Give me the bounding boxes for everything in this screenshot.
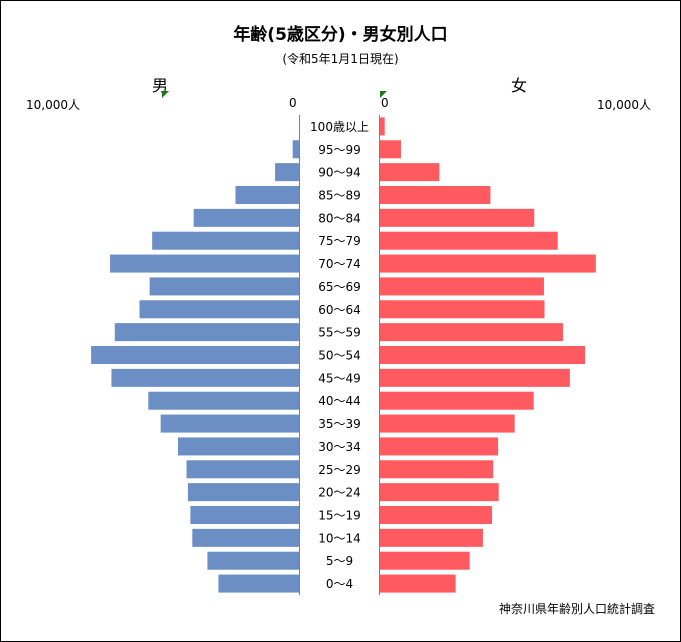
male-bar xyxy=(148,391,299,410)
male-bar xyxy=(187,483,299,502)
age-group-label: 25〜29 xyxy=(318,463,361,477)
male-bar xyxy=(149,277,299,296)
age-group-label: 0〜4 xyxy=(326,577,353,591)
female-bar xyxy=(380,506,493,524)
male-bar xyxy=(218,574,299,593)
male-bar xyxy=(152,231,299,250)
chart-subtitle: (令和5年1月1日現在) xyxy=(282,52,399,66)
age-group-label: 75〜79 xyxy=(318,234,361,248)
female-bar xyxy=(380,414,515,433)
age-group-label: 15〜19 xyxy=(318,509,361,523)
age-group-label: 55〜59 xyxy=(318,326,361,340)
female-bar xyxy=(380,140,401,159)
female-bar xyxy=(380,551,470,570)
age-group-label: 100歳以上 xyxy=(310,120,369,134)
female-bar xyxy=(380,186,491,204)
age-group-label: 65〜69 xyxy=(318,280,361,294)
age-group-label: 40〜44 xyxy=(318,394,361,408)
male-marker-icon xyxy=(162,91,169,98)
female-bar xyxy=(380,391,534,410)
age-group-label: 80〜84 xyxy=(318,211,361,225)
female-bar xyxy=(380,574,456,593)
male-axis-zero-label: 0 xyxy=(289,96,297,110)
age-group-label: 60〜64 xyxy=(318,303,361,317)
age-group-label: 50〜54 xyxy=(318,349,361,363)
female-bar xyxy=(380,483,499,502)
female-bar xyxy=(380,437,499,456)
age-group-label: 90〜94 xyxy=(318,166,361,180)
male-axis-max-label: 10,000人 xyxy=(26,98,80,112)
age-group-label: 85〜89 xyxy=(318,189,361,203)
age-group-label: 30〜34 xyxy=(318,440,361,454)
age-group-label: 45〜49 xyxy=(318,371,361,385)
female-bar xyxy=(380,368,570,387)
age-group-label: 35〜39 xyxy=(318,417,361,431)
age-group-label: 20〜24 xyxy=(318,486,361,500)
male-bar xyxy=(160,414,299,433)
age-group-label: 10〜14 xyxy=(318,531,361,545)
female-bar xyxy=(380,231,558,250)
male-bar xyxy=(111,368,299,387)
female-bar xyxy=(380,117,385,136)
female-axis-zero-label: 0 xyxy=(381,96,389,110)
male-bar xyxy=(207,551,299,570)
male-bar xyxy=(110,254,299,273)
female-bar xyxy=(380,346,586,364)
age-group-label: 95〜99 xyxy=(318,143,361,157)
female-axis-max-label: 10,000人 xyxy=(597,98,651,112)
male-label: 男 xyxy=(152,76,169,95)
female-bar xyxy=(380,208,535,227)
female-marker-icon xyxy=(380,91,387,98)
female-bar xyxy=(380,528,483,547)
male-bar xyxy=(139,300,299,319)
female-bar xyxy=(380,254,596,273)
male-bar xyxy=(235,186,299,204)
female-label: 女 xyxy=(511,76,528,95)
male-bar xyxy=(91,346,299,364)
female-bar xyxy=(380,300,545,319)
female-bar xyxy=(380,163,440,182)
male-bar xyxy=(178,437,299,456)
male-bar xyxy=(292,140,299,159)
male-bar xyxy=(186,460,299,479)
female-bar xyxy=(380,323,563,342)
age-group-label: 70〜74 xyxy=(318,257,361,271)
female-bar xyxy=(380,277,544,296)
male-bar xyxy=(114,323,299,342)
male-bar xyxy=(275,163,299,182)
male-bar xyxy=(193,208,299,227)
male-bar xyxy=(192,528,299,547)
female-bar xyxy=(380,460,494,479)
chart-title: 年齢(5歳区分)・男女別人口 xyxy=(233,25,448,45)
age-group-label: 5〜9 xyxy=(326,554,353,568)
male-bar xyxy=(190,506,299,524)
source-note: 神奈川県年齢別人口統計調査 xyxy=(498,602,655,616)
